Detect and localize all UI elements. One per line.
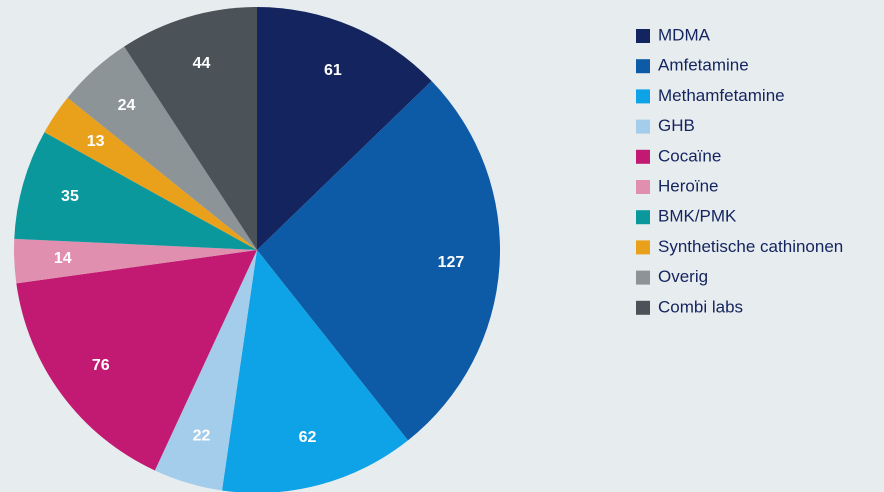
legend-label: Heroïne	[658, 176, 718, 195]
pie-slice	[154, 250, 257, 491]
pie-slice	[221, 250, 408, 492]
pie-slice	[44, 97, 258, 250]
pie-slice	[124, 7, 257, 250]
legend-swatch	[636, 89, 650, 104]
slice-label: 22	[193, 428, 211, 445]
legend-label: Combi labs	[658, 297, 743, 316]
legend-swatch	[636, 240, 650, 255]
legend-label: Overig	[658, 267, 708, 286]
slice-label: 24	[118, 97, 136, 114]
legend-label: GHB	[658, 116, 695, 135]
pie-slice	[257, 7, 432, 250]
legend-label: Cocaïne	[658, 146, 721, 165]
slice-label: 127	[438, 254, 465, 271]
slice-label: 14	[54, 250, 72, 267]
slice-label: 61	[324, 62, 342, 79]
slice-label: 62	[299, 429, 317, 446]
legend-swatch	[636, 270, 650, 285]
pie-slice	[13, 238, 257, 284]
legend-label: BMK/PMK	[658, 207, 737, 226]
legend-swatch	[636, 119, 650, 134]
legend-label: MDMA	[658, 25, 711, 44]
slice-label: 13	[87, 133, 105, 150]
slice-label: 76	[92, 357, 110, 374]
legend-swatch	[636, 300, 650, 315]
slice-label: 35	[61, 188, 79, 205]
legend-label: Amfetamine	[658, 56, 749, 75]
pie-slice	[67, 46, 257, 250]
pie-slice	[257, 81, 500, 441]
legend-swatch	[636, 149, 650, 164]
legend-swatch	[636, 29, 650, 43]
legend-swatch	[636, 180, 650, 194]
slice-label: 44	[193, 55, 211, 72]
pie-slice	[16, 250, 257, 471]
legend-label: Methamfetamine	[658, 86, 785, 105]
pie-slice	[14, 132, 257, 250]
legend-label: Synthetische cathinonen	[658, 237, 843, 256]
legend-swatch	[636, 210, 650, 225]
legend-swatch	[636, 59, 650, 74]
